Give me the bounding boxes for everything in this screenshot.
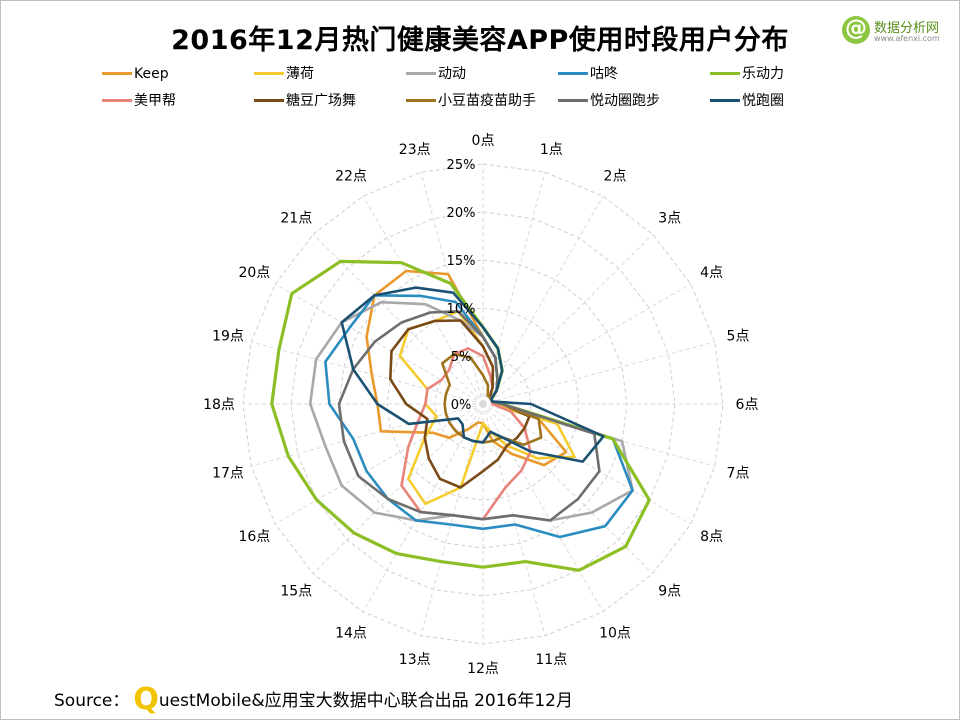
legend-swatch <box>254 99 284 102</box>
grid-spoke <box>482 403 654 575</box>
grid-spoke <box>482 195 604 405</box>
grid-spoke <box>482 403 546 636</box>
legend-swatch <box>254 72 284 75</box>
category-label: 3点 <box>658 210 681 226</box>
legend-label: 动动 <box>438 66 466 82</box>
grid-spoke <box>482 233 654 405</box>
radial-tick-label: 25% <box>447 158 476 173</box>
category-label: 5点 <box>727 329 750 345</box>
category-label: 17点 <box>212 465 244 481</box>
radial-tick-label: 0% <box>451 398 472 413</box>
category-label: 9点 <box>658 584 681 600</box>
legend-label: 小豆苗疫苗助手 <box>438 93 536 109</box>
grid-spoke <box>482 172 546 405</box>
series-line-0 <box>365 269 568 467</box>
legend-swatch <box>558 72 588 75</box>
legend-label: 咕咚 <box>590 66 618 82</box>
series-line-9 <box>340 286 605 463</box>
legend-swatch <box>710 72 740 75</box>
grid-spoke <box>362 403 484 613</box>
category-label: 23点 <box>399 142 431 158</box>
grid-spoke <box>482 403 604 613</box>
category-label: 8点 <box>700 529 723 545</box>
category-label: 15点 <box>280 584 312 600</box>
grid-spoke <box>420 172 484 405</box>
chart-legend: Keep 薄荷 动动 咕咚 乐动力美甲帮 糖豆广场舞 小豆苗疫苗助手 悦动圈跑步 悦跑圈 <box>102 64 862 116</box>
category-label: 6点 <box>736 397 759 413</box>
radial-tick-label: 20% <box>447 206 476 221</box>
grid-spoke <box>274 403 484 525</box>
chart-title: 2016年12月热门健康美容APP使用时段用户分布 <box>171 25 789 56</box>
category-label: 2点 <box>604 168 627 184</box>
grid-spoke <box>482 341 715 405</box>
category-label: 21点 <box>280 210 312 226</box>
legend-swatch <box>406 99 436 102</box>
category-label: 20点 <box>238 265 270 281</box>
category-label: 12点 <box>467 661 499 677</box>
category-label: 4点 <box>700 265 723 281</box>
legend-swatch <box>558 99 588 102</box>
legend-swatch <box>406 72 436 75</box>
category-label: 7点 <box>727 465 750 481</box>
category-label: 16点 <box>238 529 270 545</box>
legend-label: Keep <box>134 66 169 82</box>
grid-spoke <box>312 403 484 575</box>
category-label: 0点 <box>472 133 495 149</box>
category-label: 10点 <box>599 626 631 642</box>
grid-spoke <box>274 283 484 405</box>
grid-spoke <box>362 195 484 405</box>
grid-spoke <box>420 403 484 636</box>
brand-name: 数据分析网 <box>874 21 940 36</box>
legend-label: 悦跑圈 <box>742 93 784 109</box>
series-line-5 <box>400 347 532 521</box>
legend-label: 薄荷 <box>286 66 314 82</box>
grid-ring <box>434 355 532 453</box>
grid-spoke <box>482 403 692 525</box>
source-prefix: Source： <box>54 691 130 711</box>
category-label: 22点 <box>335 168 367 184</box>
legend-swatch <box>102 72 132 75</box>
brand-url: www.afenxi.com <box>874 34 940 43</box>
at-sign-icon: @ <box>842 16 870 44</box>
legend-swatch <box>710 99 740 102</box>
legend-label: 美甲帮 <box>134 93 176 109</box>
series-line-1 <box>398 309 576 506</box>
category-label: 18点 <box>203 397 235 413</box>
category-label: 13点 <box>399 652 431 668</box>
grid-spoke <box>251 341 484 405</box>
legend-swatch <box>102 99 132 102</box>
grid-ring <box>386 307 580 501</box>
radial-tick-label: 15% <box>447 254 476 269</box>
radial-tick-label: 5% <box>451 350 472 365</box>
category-label: 11点 <box>535 652 567 668</box>
questmobile-q-letter: Q <box>133 682 159 717</box>
category-label: 19点 <box>212 329 244 345</box>
legend-label: 悦动圈跑步 <box>590 93 660 109</box>
source-text: uestMobile&应用宝大数据中心联合出品 2016年12月 <box>158 691 573 711</box>
brand-logo: @ 数据分析网 www.afenxi.com <box>842 16 954 48</box>
source-note: Source： QuestMobile&应用宝大数据中心联合出品 2016年12月 <box>54 682 573 717</box>
category-label: 14点 <box>335 626 367 642</box>
legend-label: 乐动力 <box>742 66 784 82</box>
grid-spoke <box>482 283 692 405</box>
radial-tick-label: 10% <box>447 302 476 317</box>
legend-label: 糖豆广场舞 <box>286 93 356 109</box>
category-label: 1点 <box>540 142 563 158</box>
grid-spoke <box>251 403 484 467</box>
